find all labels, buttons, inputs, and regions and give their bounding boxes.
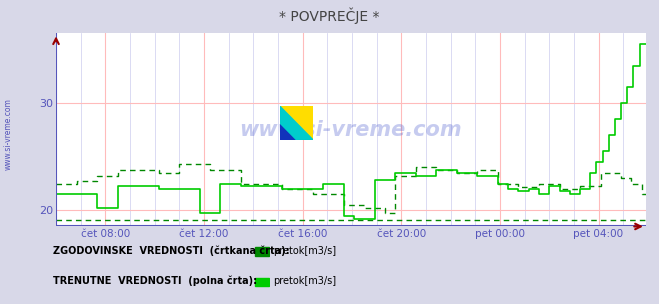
Polygon shape (280, 106, 313, 140)
Text: www.si-vreme.com: www.si-vreme.com (3, 98, 13, 170)
Text: www.si-vreme.com: www.si-vreme.com (240, 120, 462, 140)
Polygon shape (280, 106, 313, 140)
Text: pretok[m3/s]: pretok[m3/s] (273, 246, 337, 256)
Bar (254, 278, 270, 286)
Text: * POVPREČJE *: * POVPREČJE * (279, 8, 380, 24)
Text: TRENUTNE  VREDNOSTI  (polna črta):: TRENUTNE VREDNOSTI (polna črta): (53, 276, 257, 286)
Bar (254, 247, 270, 256)
Text: pretok[m3/s]: pretok[m3/s] (273, 276, 337, 286)
Text: ZGODOVINSKE  VREDNOSTI  (črtkana črta):: ZGODOVINSKE VREDNOSTI (črtkana črta): (53, 246, 289, 256)
